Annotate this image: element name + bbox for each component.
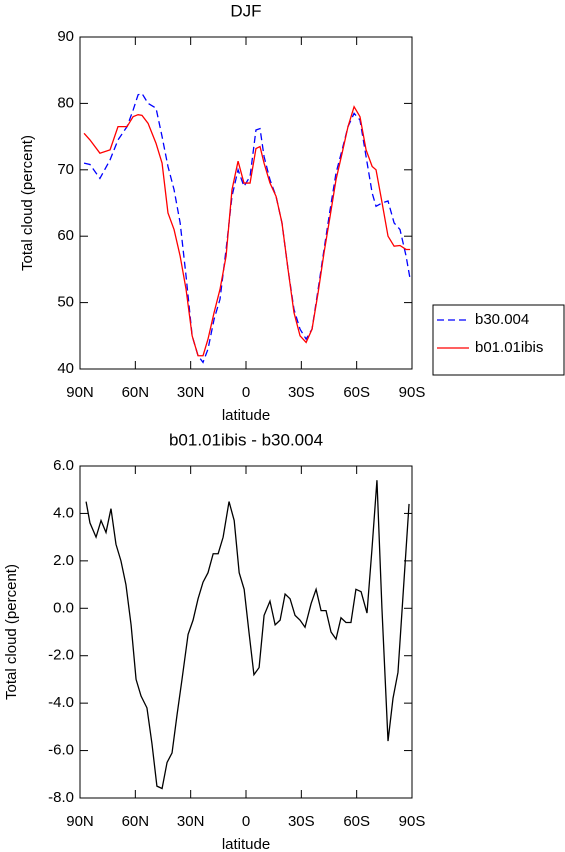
legend-label: b30.004 bbox=[475, 311, 529, 328]
data-line bbox=[83, 105, 411, 357]
legend-box bbox=[432, 304, 565, 376]
y-tick-label: 80 bbox=[57, 94, 74, 111]
y-tick-label: 60 bbox=[57, 227, 74, 244]
y-tick-label: 50 bbox=[57, 294, 74, 311]
x-tick-label: 30S bbox=[288, 384, 315, 401]
x-tick-label: 90S bbox=[399, 813, 426, 830]
plot-frame bbox=[79, 36, 413, 370]
x-tick-label: 90S bbox=[399, 384, 426, 401]
x-tick-label: 0 bbox=[242, 384, 250, 401]
plot-frame bbox=[79, 465, 413, 799]
y-tick-label: 0.0 bbox=[53, 599, 74, 616]
y-tick-label: 6.0 bbox=[53, 457, 74, 474]
x-tick-label: 90N bbox=[66, 813, 94, 830]
x-tick-label: 30N bbox=[177, 813, 205, 830]
y-tick-label: 90 bbox=[57, 28, 74, 45]
y-tick-label: 70 bbox=[57, 161, 74, 178]
x-tick-label: 60N bbox=[122, 384, 150, 401]
chart-title: b01.01ibis - b30.004 bbox=[169, 430, 323, 449]
y-tick-label: -4.0 bbox=[48, 694, 74, 711]
x-tick-label: 30S bbox=[288, 813, 315, 830]
x-tick-label: 60N bbox=[122, 813, 150, 830]
y-tick-label: 4.0 bbox=[53, 504, 74, 521]
y-tick-label: -8.0 bbox=[48, 789, 74, 806]
y-tick-label: 2.0 bbox=[53, 552, 74, 569]
x-tick-label: 0 bbox=[242, 813, 250, 830]
y-tick-label: -6.0 bbox=[48, 742, 74, 759]
chart-title: DJF bbox=[230, 1, 261, 20]
x-axis-label: latitude bbox=[222, 836, 270, 852]
y-tick-label: -2.0 bbox=[48, 647, 74, 664]
legend-label: b01.01ibis bbox=[475, 339, 543, 356]
y-tick-label: 40 bbox=[57, 360, 74, 377]
x-tick-label: 90N bbox=[66, 384, 94, 401]
y-axis-label: Total cloud (percent) bbox=[3, 564, 20, 700]
x-axis-label: latitude bbox=[222, 407, 270, 424]
x-tick-label: 30N bbox=[177, 384, 205, 401]
data-line bbox=[83, 92, 411, 364]
data-line bbox=[85, 480, 410, 790]
x-tick-label: 60S bbox=[343, 384, 370, 401]
y-axis-label: Total cloud (percent) bbox=[19, 135, 36, 271]
x-tick-label: 60S bbox=[343, 813, 370, 830]
